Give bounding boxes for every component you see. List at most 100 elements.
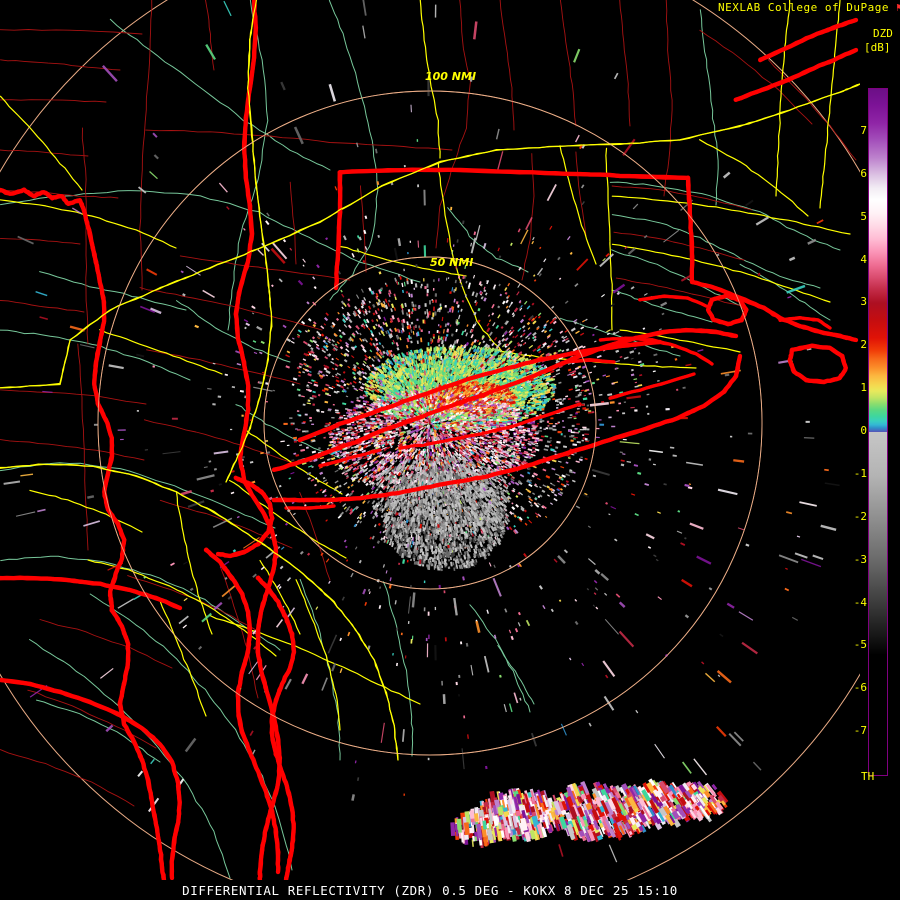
county-line-23: [27, 689, 157, 749]
colorbar-tick-3: 3: [860, 295, 867, 309]
interstate-26: [619, 329, 741, 353]
county-line-17: [0, 300, 85, 313]
interstate-19: [419, 0, 441, 159]
range-ring-overlay-100nmi: [97, 90, 763, 756]
state-border-overlay-13: [0, 677, 182, 880]
river-line-20: [739, 263, 831, 321]
county-line-0: [0, 29, 143, 35]
coastline-detail-overlay-2: [608, 372, 696, 400]
interstate-0: [0, 83, 860, 389]
colorbar-product-label: DZD: [873, 27, 893, 40]
river-line-7: [0, 462, 276, 529]
colorbar-tick-0: 0: [860, 424, 867, 437]
river-line-13: [469, 604, 531, 713]
state-border-overlay-12: [0, 575, 183, 611]
river-line-16: [109, 18, 331, 171]
river-line-18: [39, 271, 187, 311]
county-line-8: [81, 127, 89, 345]
county-line-37: [0, 59, 121, 71]
colorbar-tick-neg3: -3: [853, 552, 867, 566]
river-line-12: [382, 581, 414, 757]
interstate-overlay-0: [0, 83, 860, 389]
colorbar-units-label: [dB]: [864, 41, 891, 54]
river-line-9: [89, 593, 293, 871]
interstate-21: [339, 245, 467, 277]
county-line-15: [0, 439, 145, 461]
county-line-2: [435, 0, 471, 249]
interstate-23: [29, 489, 143, 533]
colorbar-tick-neg5: -5: [853, 638, 867, 652]
county-line-4: [205, 0, 215, 71]
river-line-1: [227, 0, 269, 331]
river-line-23: [36, 699, 161, 763]
interstate-3: [775, 0, 791, 197]
interstate-overlay-2: [0, 463, 399, 761]
interstate-5: [611, 195, 851, 235]
interstate-20: [559, 145, 597, 265]
map-canvas: [0, 0, 860, 880]
interstate-overlay-1: [225, 0, 273, 483]
river-line-22: [235, 404, 341, 459]
colorbar-tick-2: 2: [860, 338, 867, 352]
river-line-2: [699, 9, 719, 206]
coastline-detail-overlay-7: [564, 358, 616, 364]
coastline-detail-overlay-6: [778, 316, 832, 330]
state-border-overlay-1: [234, 0, 282, 880]
state-border-overlay-3: [333, 170, 343, 291]
interstate-25: [698, 139, 809, 217]
range-ring-overlay-50nmi: [263, 256, 597, 590]
cod-logo-icon: ⚑: [896, 1, 900, 14]
river-line-19: [611, 289, 713, 323]
state-border-overlay-9: [255, 575, 296, 880]
colorbar-tick-neg1: -1: [853, 466, 867, 480]
state-border-overlay-11: [215, 476, 275, 559]
county-line-1: [139, 0, 153, 291]
river-line-15: [447, 207, 529, 273]
colorbar-tick-7: 7: [860, 123, 867, 137]
river-line-0: [328, 0, 379, 301]
colorbar-tick-neg6: -6: [853, 681, 867, 695]
county-line-34: [499, 0, 515, 131]
interstate-10: [175, 491, 213, 635]
county-line-38: [0, 149, 89, 157]
interstate-7: [437, 161, 503, 353]
river-line-14: [559, 317, 681, 357]
colorbar-tick-1: 1: [860, 381, 867, 395]
status-bar: DIFFERENTIAL REFLECTIVITY (ZDR) 0.5 DEG …: [0, 880, 860, 900]
radar-map-panel[interactable]: [0, 0, 860, 880]
state-border-overlay-7: [271, 353, 743, 503]
county-line-14: [0, 389, 147, 405]
interstate-17: [0, 95, 83, 191]
interstate-22: [209, 614, 421, 705]
county-line-16: [77, 343, 89, 551]
interstate-18: [99, 329, 223, 375]
colorbar[interactable]: DZD [dB] 7 6 5 4 3 2 1 0 -1 -2 -3 -4 -5 -6 -7 TH: [854, 0, 900, 900]
county-line-33: [289, 181, 297, 265]
river-line-17: [176, 300, 291, 363]
county-line-36: [619, 0, 631, 127]
river-line-10: [29, 639, 231, 879]
colorbar-threshold-label: TH: [861, 770, 875, 783]
coastline-detail-overlay-4: [598, 336, 714, 366]
nexlab-credit: NEXLAB College of DuPage ⚑: [718, 1, 900, 14]
colorbar-gradient: [868, 88, 888, 776]
colorbar-tick-neg2: -2: [853, 509, 867, 523]
county-line-24: [0, 749, 135, 807]
county-line-9: [0, 237, 81, 245]
interstate-6: [611, 243, 831, 303]
coastline-detail-overlay-0: [398, 402, 582, 450]
county-line-35: [559, 0, 577, 127]
state-border-0: [0, 187, 167, 880]
river-line-8: [0, 555, 281, 651]
interstate-16: [0, 199, 177, 249]
colorbar-tick-5: 5: [860, 209, 867, 223]
county-line-12: [575, 151, 587, 237]
county-line-13: [139, 287, 323, 331]
state-border-13: [0, 677, 182, 880]
state-border-overlay-5: [689, 279, 859, 343]
river-line-24: [497, 645, 535, 705]
river-line-11: [299, 578, 341, 761]
county-line-19: [143, 419, 291, 463]
river-line-4: [609, 181, 841, 251]
state-border-overlay-10: [203, 547, 281, 875]
